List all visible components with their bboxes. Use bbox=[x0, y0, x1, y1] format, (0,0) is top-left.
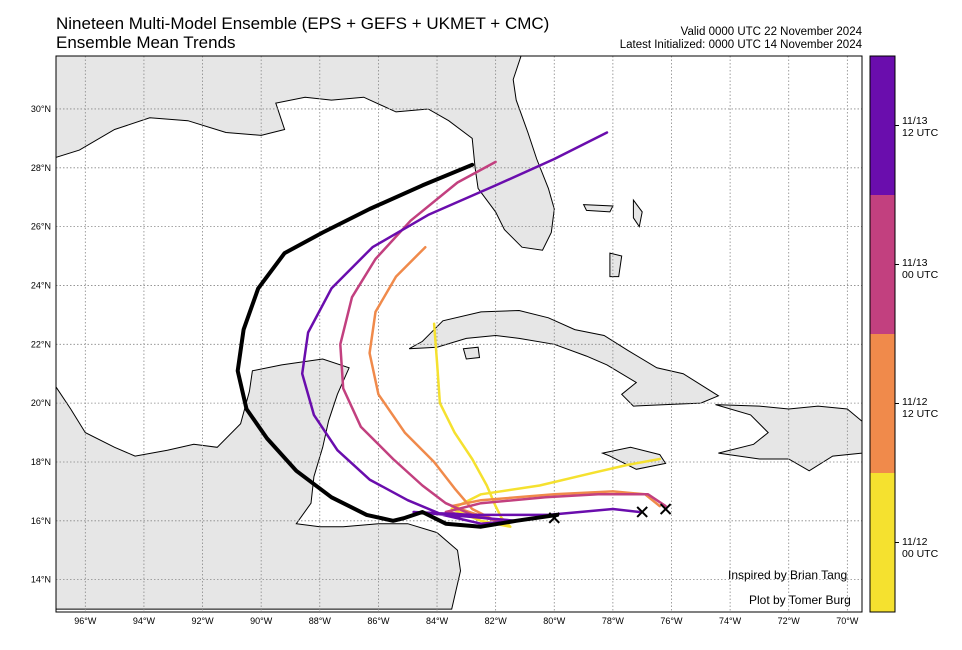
lon-tick-label: 70°W bbox=[836, 616, 859, 626]
lon-tick-label: 86°W bbox=[367, 616, 390, 626]
colorbar-segment bbox=[870, 56, 895, 195]
valid-info: Valid 0000 UTC 22 November 2024 Latest I… bbox=[620, 26, 862, 52]
lon-tick-label: 82°W bbox=[485, 616, 508, 626]
colorbar bbox=[869, 55, 899, 613]
x-markers bbox=[548, 503, 672, 524]
lon-tick-label: 72°W bbox=[778, 616, 801, 626]
abaco bbox=[632, 198, 643, 228]
lon-tick-label: 80°W bbox=[543, 616, 566, 626]
map-frame bbox=[55, 55, 863, 613]
title-line2: Ensemble Mean Trends bbox=[56, 33, 236, 52]
lat-tick-label: 16°N bbox=[31, 516, 51, 526]
initialized-time: Latest Initialized: 0000 UTC 14 November… bbox=[619, 39, 862, 51]
lon-tick-label: 92°W bbox=[191, 616, 214, 626]
x-marker bbox=[659, 503, 672, 515]
track-current bbox=[235, 162, 560, 529]
colorbar-frame bbox=[869, 55, 896, 613]
gridlines bbox=[56, 56, 862, 612]
lon-tick-label: 88°W bbox=[309, 616, 332, 626]
usa-gulf-coast bbox=[56, 56, 555, 251]
lat-tick-label: 28°N bbox=[31, 163, 51, 173]
colorbar-label-3: 11/12 12 UTC bbox=[902, 396, 939, 420]
land-layer bbox=[56, 56, 862, 610]
track-11-13-12-utc bbox=[300, 131, 641, 525]
isla-de-la-juventud bbox=[462, 346, 481, 360]
colorbar-label-4: 11/12 00 UTC bbox=[902, 536, 939, 560]
lat-tick-label: 24°N bbox=[31, 280, 51, 290]
colorbar-segment bbox=[870, 195, 895, 334]
tick-labels: 96°W 94°W 92°W 90°W 88°W 86°W 84°W 82°W 80°W 78°W… bbox=[31, 104, 859, 626]
lon-tick-label: 90°W bbox=[250, 616, 273, 626]
lat-tick-label: 20°N bbox=[31, 398, 51, 408]
lon-tick-label: 74°W bbox=[719, 616, 742, 626]
lat-tick-label: 18°N bbox=[31, 457, 51, 467]
colorbar-label-1: 11/13 12 UTC bbox=[902, 115, 939, 139]
lon-tick-label: 78°W bbox=[602, 616, 625, 626]
map-title: Nineteen Multi-Model Ensemble (EPS + GEF… bbox=[56, 14, 549, 52]
lon-tick-label: 84°W bbox=[426, 616, 449, 626]
lon-tick-label: 96°W bbox=[74, 616, 97, 626]
track-11-13-00-utc bbox=[339, 160, 667, 523]
lat-tick-label: 22°N bbox=[31, 339, 51, 349]
title-line1: Nineteen Multi-Model Ensemble (EPS + GEF… bbox=[56, 14, 550, 33]
lon-tick-label: 94°W bbox=[133, 616, 156, 626]
valid-time: Valid 0000 UTC 22 November 2024 bbox=[680, 26, 862, 38]
lat-tick-label: 30°N bbox=[31, 104, 51, 114]
colorbar-label-2: 11/13 00 UTC bbox=[902, 257, 939, 281]
mexico-central-america bbox=[56, 358, 462, 610]
credit-inspired: Inspired by Brian Tang bbox=[728, 568, 848, 582]
lat-tick-label: 14°N bbox=[31, 575, 51, 585]
jamaica bbox=[600, 446, 667, 470]
colorbar-segment bbox=[870, 473, 895, 612]
lon-tick-label: 76°W bbox=[660, 616, 683, 626]
x-marker bbox=[548, 512, 560, 524]
tracks bbox=[235, 131, 667, 529]
credit-plot: Plot by Tomer Burg bbox=[749, 593, 851, 607]
colorbar-segment bbox=[870, 334, 895, 473]
grand-bahama bbox=[582, 204, 614, 213]
lat-tick-label: 26°N bbox=[31, 222, 51, 232]
track-11-12-12-utc bbox=[368, 245, 662, 523]
x-marker bbox=[636, 506, 648, 518]
